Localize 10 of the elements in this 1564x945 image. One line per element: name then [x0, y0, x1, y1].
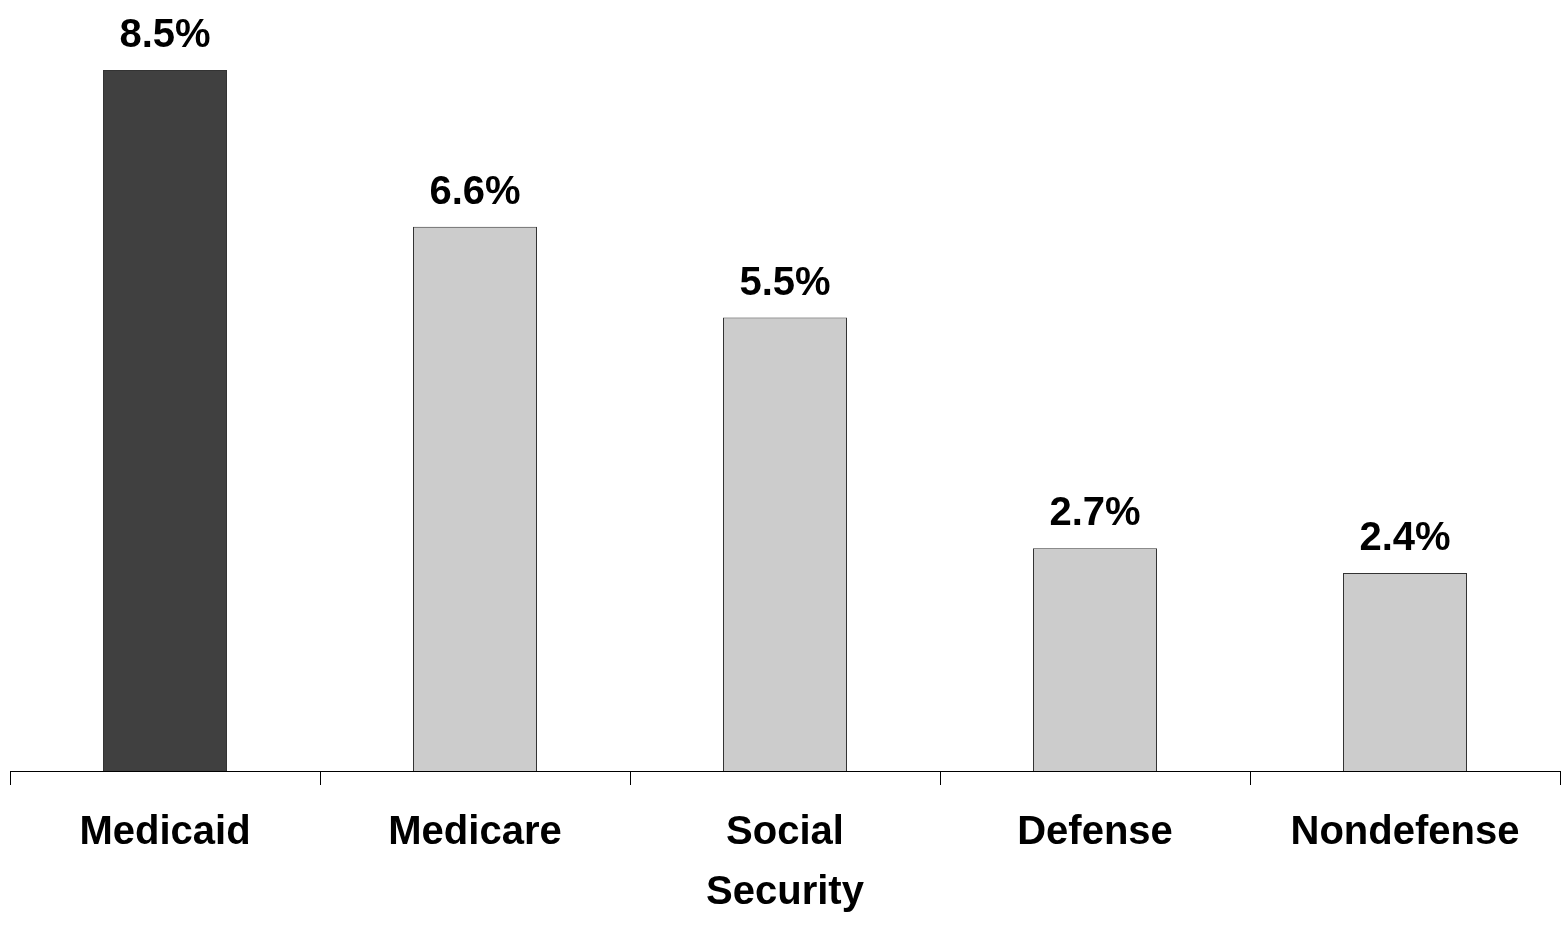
data-label: 2.4% [1359, 514, 1451, 559]
data-label: 5.5% [739, 258, 831, 303]
data-label: 8.5% [119, 11, 211, 56]
x-tick-label: Medicaid [79, 808, 251, 853]
x-tick-label: Medicare [388, 808, 562, 853]
data-label: 6.6% [429, 167, 521, 212]
x-tick-label: Nondefense [1290, 808, 1520, 853]
data-label: 2.7% [1049, 489, 1141, 534]
x-tick-label: Social Security [706, 808, 865, 913]
x-tick-label: Defense [1017, 808, 1173, 853]
